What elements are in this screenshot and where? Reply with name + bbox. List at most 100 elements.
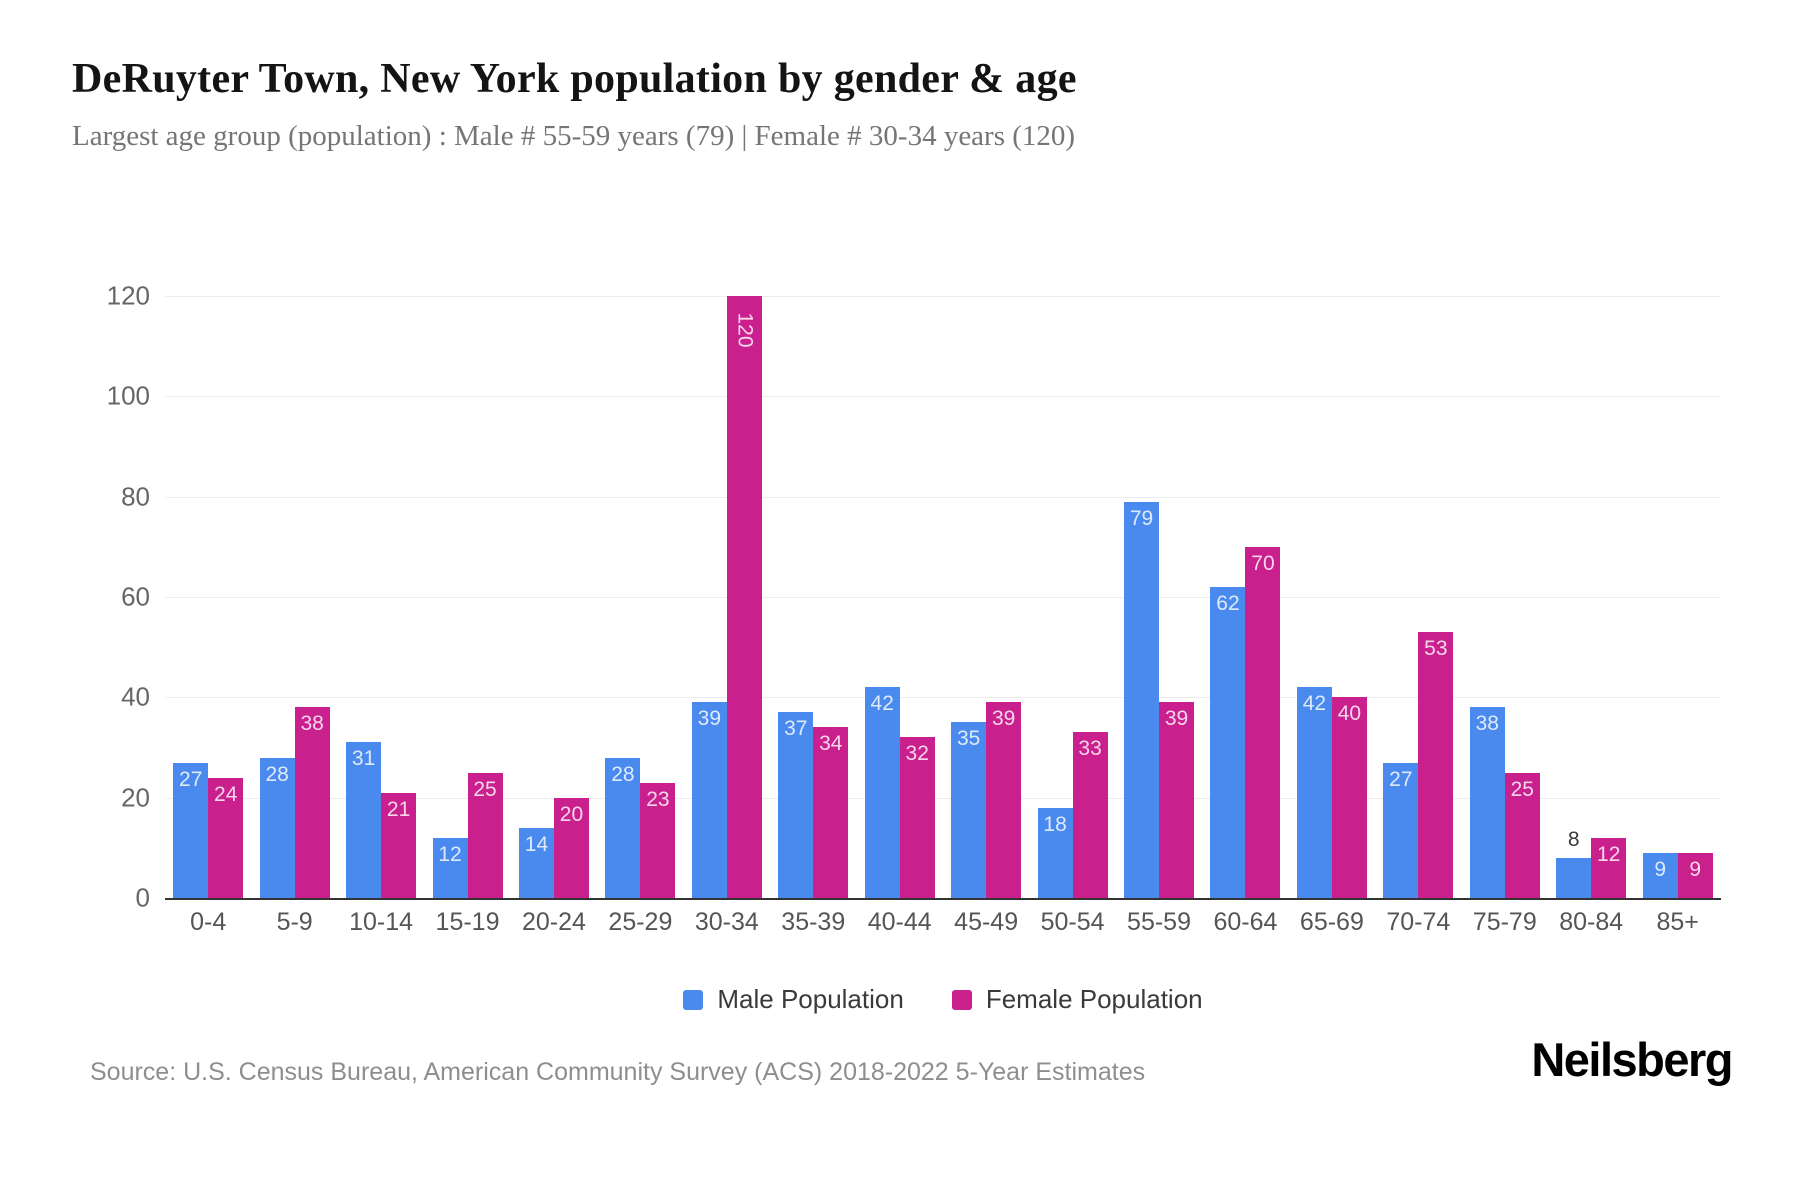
bar-value-label: 25: [473, 777, 497, 801]
bar-group-75-79: 38 25: [1462, 296, 1548, 898]
chart-subtitle: Largest age group (population) : Male # …: [72, 120, 1076, 152]
y-tick-label: 80: [121, 481, 150, 512]
bar-male-75-79: 38: [1469, 707, 1505, 898]
gridline: [165, 496, 1721, 498]
bar-female-40-44: 32: [899, 737, 935, 898]
plot-area: 27 24 28 38 31 21 12 25 14 20 28 23 39 120 37 34 42 32 35 3…: [165, 296, 1721, 900]
bar-male-60-64: 62: [1210, 586, 1246, 898]
bar-female-10-14: 21: [381, 792, 417, 898]
y-tick-label: 120: [106, 280, 150, 311]
x-tick-label-0-4: 0-4: [190, 908, 227, 936]
bar-female-20-24: 20: [553, 797, 589, 898]
bar-female-0-4: 24: [208, 777, 244, 898]
bar-female-45-49: 39: [986, 702, 1022, 898]
bar-group-50-54: 18 33: [1029, 296, 1115, 898]
bar-value-label: 12: [1597, 842, 1621, 866]
bar-group-10-14: 31 21: [338, 296, 424, 898]
x-tick-label-80-84: 80-84: [1559, 908, 1624, 936]
bar-value-label: 28: [611, 762, 635, 786]
bar-male-85+: 9: [1642, 852, 1678, 898]
bar-group-30-34: 39 120: [684, 296, 770, 898]
bar-value-label: 14: [524, 832, 549, 856]
bar-value-label: 42: [870, 692, 894, 716]
x-tick-label-20-24: 20-24: [521, 908, 586, 936]
x-tick-label-75-79: 75-79: [1472, 908, 1537, 936]
bar-group-60-64: 62 70: [1202, 296, 1288, 898]
bar-female-75-79: 25: [1504, 772, 1540, 898]
gridline: [165, 396, 1721, 398]
bar-group-45-49: 35 39: [943, 296, 1029, 898]
bar-male-50-54: 18: [1037, 807, 1073, 898]
bar-male-80-84: 8: [1556, 828, 1592, 898]
bar-male-30-34: 39: [691, 702, 727, 898]
x-tick-label-35-39: 35-39: [781, 908, 846, 936]
bar-value-label: 23: [646, 787, 670, 811]
y-tick-label: 60: [121, 581, 150, 612]
bar-female-65-69: 40: [1331, 697, 1367, 898]
y-tick-label: 0: [135, 882, 150, 913]
page-title: DeRuyter Town, New York population by ge…: [72, 56, 1077, 102]
y-tick-label: 100: [106, 380, 150, 411]
bar-male-15-19: 12: [432, 837, 468, 898]
x-axis: 0-4 5-9 10-14 15-19 20-24 25-29 30-34 35-39 40-4…: [165, 908, 1721, 937]
bar-male-55-59: 79: [1124, 501, 1160, 898]
bar-value-label: 12: [438, 842, 462, 866]
bar-female-25-29: 23: [640, 782, 676, 898]
bar-value-label: 32: [905, 742, 929, 766]
bar-female-5-9: 38: [294, 707, 330, 898]
bar-male-10-14: 31: [346, 742, 382, 898]
legend-item-female-population[interactable]: Female Population: [951, 984, 1203, 1015]
x-tick-label-70-74: 70-74: [1386, 908, 1451, 936]
bar-male-5-9: 28: [259, 757, 295, 898]
bar-value-label: 35: [956, 727, 981, 751]
bar-value-label: 39: [697, 707, 722, 731]
bar-male-40-44: 42: [864, 687, 900, 898]
bar-value-label: 62: [1216, 591, 1240, 615]
bar-value-label: 33: [1078, 737, 1102, 761]
y-tick-label: 20: [121, 782, 150, 813]
bar-value-label: 34: [819, 732, 843, 756]
x-tick-label-55-59: 55-59: [1127, 908, 1191, 936]
bar-group-15-19: 12 25: [424, 296, 510, 898]
bar-group-20-24: 14 20: [511, 296, 597, 898]
bar-value-label: 25: [1510, 777, 1534, 801]
legend-label: Male Population: [717, 984, 904, 1014]
x-tick-label-30-34: 30-34: [694, 908, 759, 936]
bar-value-label: 38: [300, 712, 324, 736]
bar-value-label: 39: [991, 707, 1016, 731]
bar-value-label: 70: [1251, 551, 1275, 575]
bar-female-55-59: 39: [1159, 702, 1195, 898]
bar-value-label: 40: [1337, 702, 1362, 726]
source-text: Source: U.S. Census Bureau, American Com…: [90, 1058, 1146, 1086]
y-tick-label: 40: [121, 681, 150, 712]
bar-male-70-74: 27: [1383, 762, 1419, 898]
bar-value-label: 120: [733, 312, 757, 348]
bar-value-label: 9: [1689, 857, 1701, 881]
bar-value-label: 42: [1302, 692, 1327, 716]
bar-male-20-24: 14: [518, 827, 554, 898]
x-tick-label-40-44: 40-44: [867, 908, 932, 936]
bar-male-45-49: 35: [951, 722, 987, 898]
bar-female-30-34: 120: [726, 296, 762, 898]
bar-group-5-9: 28 38: [251, 296, 337, 898]
legend-label: Female Population: [985, 984, 1203, 1014]
bar-group-70-74: 27 53: [1375, 296, 1461, 898]
bar-value-label: 24: [214, 782, 238, 806]
bar-value-label: 37: [784, 717, 808, 741]
bar-female-85+: 9: [1677, 852, 1713, 898]
gridline: [165, 697, 1721, 699]
x-tick-label-65-69: 65-69: [1299, 908, 1364, 936]
bar-group-25-29: 28 23: [597, 296, 683, 898]
bar-value-label: 38: [1475, 712, 1499, 736]
bar-groups: 27 24 28 38 31 21 12 25 14 20 28 23 39 120 37 34 42 32 35 3…: [165, 296, 1721, 898]
brand-logo: Neilsberg: [1531, 1033, 1733, 1086]
bar-value-label: 28: [265, 762, 289, 786]
x-tick-label-60-64: 60-64: [1213, 908, 1278, 936]
bar-group-80-84: 8 12: [1548, 296, 1634, 898]
x-tick-label-10-14: 10-14: [349, 908, 414, 936]
bar-female-60-64: 70: [1245, 546, 1281, 898]
x-tick-label-15-19: 15-19: [435, 908, 500, 936]
bar-male-65-69: 42: [1296, 687, 1332, 898]
bar-value-label: 31: [351, 747, 376, 771]
legend-item-male-population[interactable]: Male Population: [683, 984, 904, 1015]
